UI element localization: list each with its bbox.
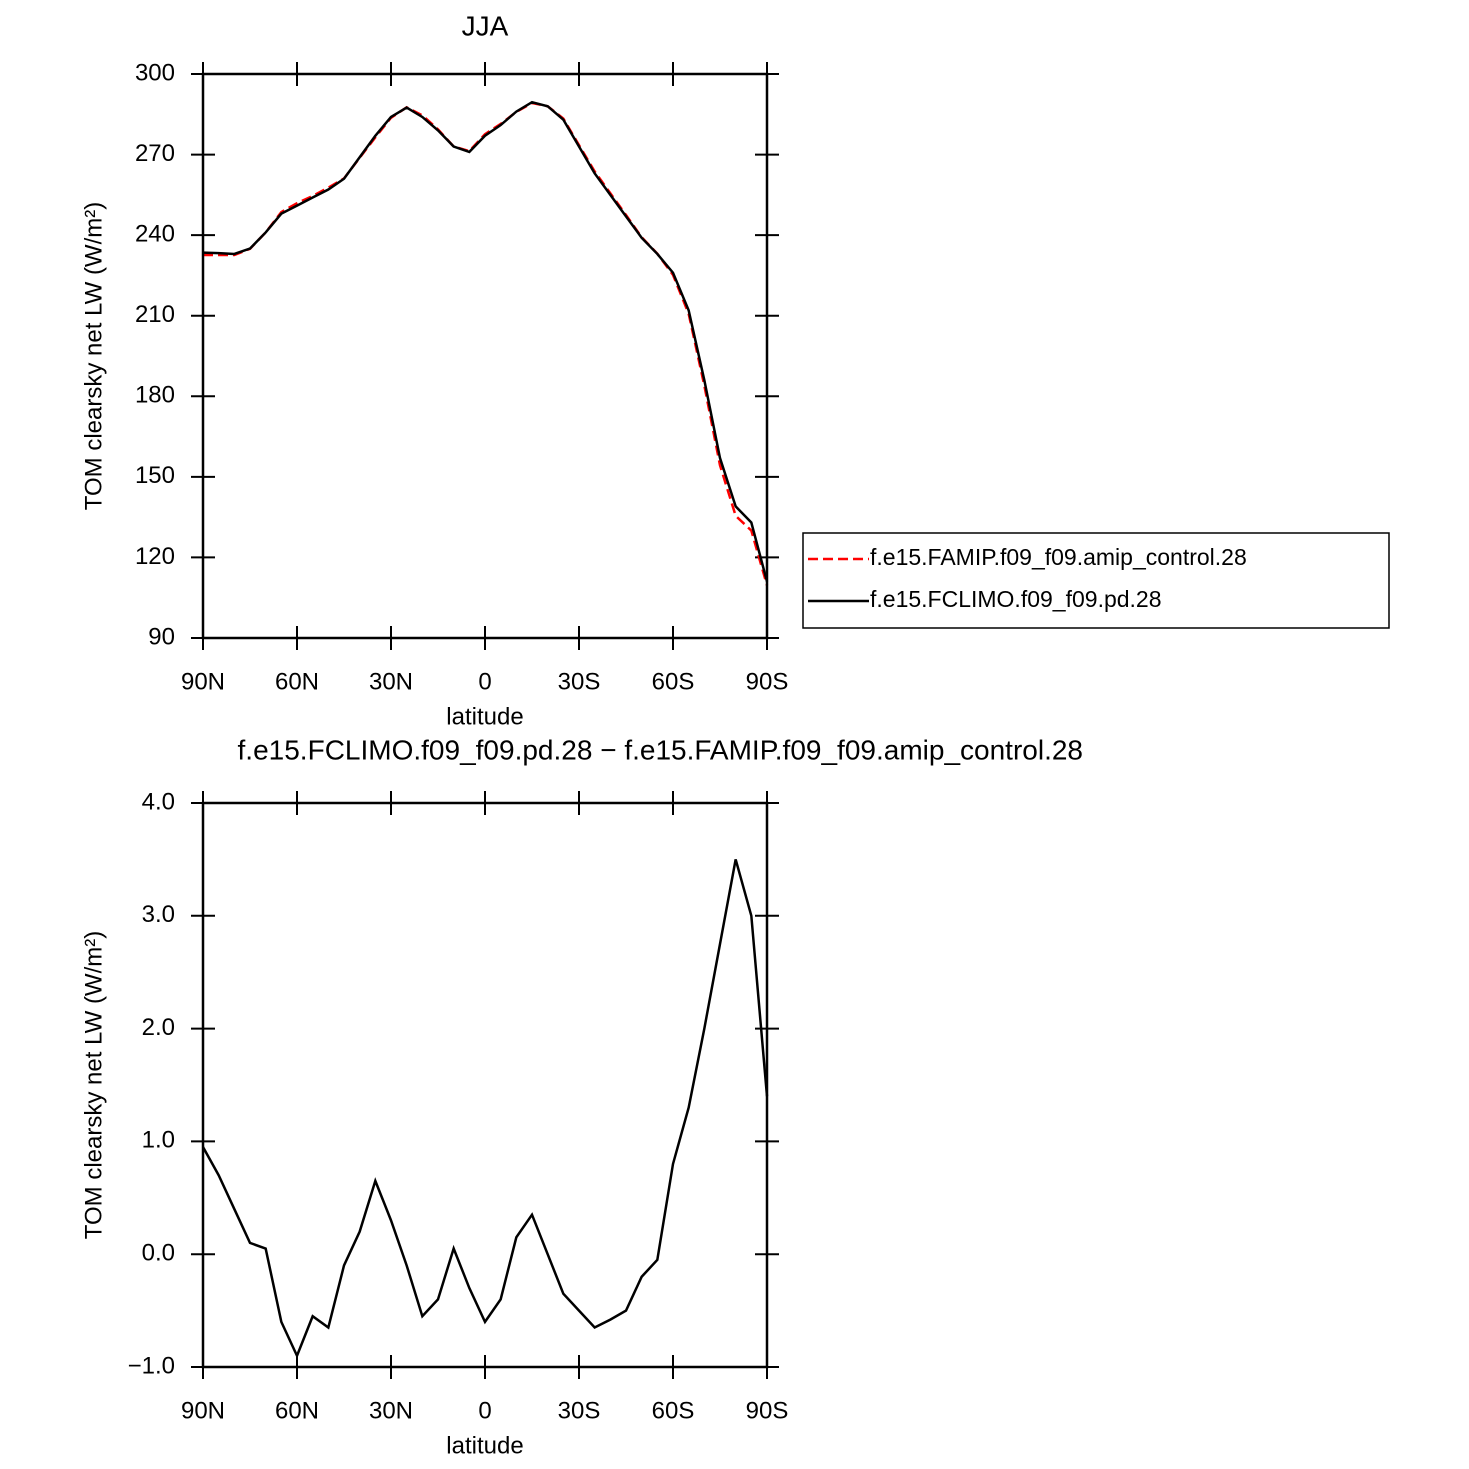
- y-tick-label: 1.0: [142, 1127, 175, 1154]
- x-tick-label: 0: [478, 668, 491, 695]
- chart-title: f.e15.FCLIMO.f09_f09.pd.28 − f.e15.FAMIP…: [238, 734, 1083, 765]
- x-tick-label: 30N: [369, 1397, 413, 1424]
- series-line: [201, 859, 769, 1359]
- plot-frame: [201, 72, 769, 640]
- y-axis-label: TOM clearsky net LW (W/m²): [80, 202, 107, 510]
- x-tick-label: 0: [478, 1397, 491, 1424]
- legend-label: f.e15.FCLIMO.f09_f09.pd.28: [870, 586, 1162, 612]
- legend-box: [802, 532, 1390, 629]
- y-tick-label: 3.0: [142, 901, 175, 928]
- x-tick-label: 60N: [275, 1397, 319, 1424]
- y-tick-label: 240: [135, 220, 175, 247]
- legend-label: f.e15.FAMIP.f09_f09.amip_control.28: [870, 544, 1247, 570]
- x-tick-label: 60S: [652, 1397, 695, 1424]
- x-tick-label: 60N: [275, 668, 319, 695]
- chart-title: JJA: [462, 10, 509, 41]
- series-line: [203, 101, 769, 586]
- x-tick-label: 90N: [181, 1397, 225, 1424]
- plot-frame: [201, 801, 769, 1369]
- x-tick-label: 30S: [558, 1397, 601, 1424]
- x-axis-label: latitude: [446, 1432, 523, 1459]
- y-tick-label: 210: [135, 301, 175, 328]
- x-tick-label: 90S: [746, 1397, 789, 1424]
- y-tick-label: 2.0: [142, 1014, 175, 1041]
- x-tick-label: 60S: [652, 668, 695, 695]
- x-tick-label: 30N: [369, 668, 413, 695]
- y-tick-label: 300: [135, 59, 175, 86]
- y-tick-label: 120: [135, 543, 175, 570]
- y-tick-label: 4.0: [142, 788, 175, 815]
- x-tick-label: 90N: [181, 668, 225, 695]
- x-tick-label: 90S: [746, 668, 789, 695]
- y-tick-label: −1.0: [128, 1352, 175, 1379]
- y-tick-label: 150: [135, 462, 175, 489]
- y-tick-label: 0.0: [142, 1240, 175, 1267]
- x-tick-label: 30S: [558, 668, 601, 695]
- series-line: [202, 100, 769, 582]
- y-tick-label: 270: [135, 140, 175, 167]
- y-tick-label: 180: [135, 382, 175, 409]
- y-axis-label: TOM clearsky net LW (W/m²): [80, 931, 107, 1239]
- y-tick-label: 90: [148, 623, 175, 650]
- x-axis-label: latitude: [446, 703, 523, 730]
